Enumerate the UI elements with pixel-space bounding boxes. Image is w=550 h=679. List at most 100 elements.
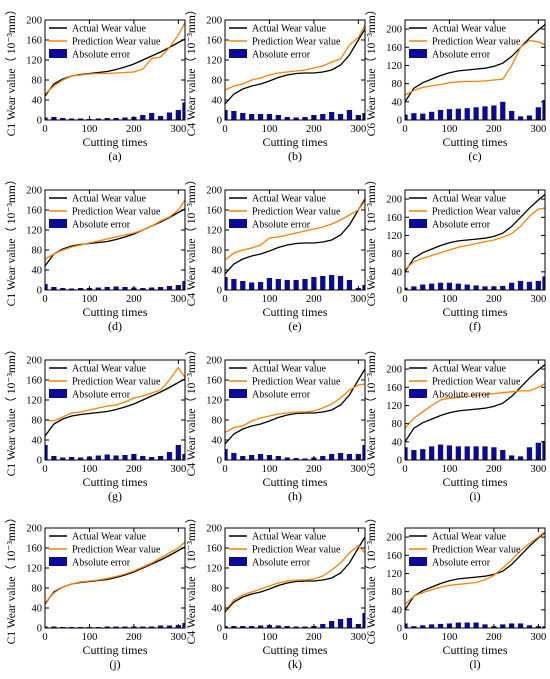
error-bar xyxy=(500,285,506,290)
error-bar xyxy=(362,613,365,628)
legend-error-swatch xyxy=(229,49,247,58)
error-bar xyxy=(45,284,48,290)
y-axis-label-unit: Wear value（ 10⁻³mm） xyxy=(365,512,378,629)
legend-prediction-label: Prediction Wear value xyxy=(432,545,521,556)
panel-label: (i) xyxy=(469,489,480,503)
legend-actual-label: Actual Wear value xyxy=(72,364,147,375)
panel-label: (l) xyxy=(469,657,480,671)
error-bar xyxy=(473,446,479,460)
y-tick-label: 120 xyxy=(386,231,402,242)
plot-area xyxy=(405,363,545,460)
x-tick-label: 200 xyxy=(486,294,502,305)
error-bar xyxy=(500,101,506,120)
error-bar xyxy=(329,112,335,120)
error-bar xyxy=(51,456,57,460)
x-axis-label: Cutting times xyxy=(82,475,147,489)
x-tick-label: 200 xyxy=(486,124,502,135)
legend-error-swatch xyxy=(49,389,67,398)
prediction-wear-line xyxy=(45,22,185,95)
y-tick-label: 200 xyxy=(386,533,402,544)
y-tick-label: 160 xyxy=(206,544,222,555)
x-axis-label: Cutting times xyxy=(262,643,327,657)
error-bar xyxy=(405,623,408,628)
error-bar xyxy=(257,454,264,460)
y-tick-label: 40 xyxy=(212,266,223,277)
error-bar xyxy=(517,456,524,460)
legend-error-swatch xyxy=(409,389,427,398)
error-bar xyxy=(95,287,101,290)
error-bar xyxy=(113,455,119,460)
error-bar xyxy=(455,283,461,290)
y-axis-label: C6 Wear value（ 10⁻³mm） xyxy=(365,512,378,645)
error-bar xyxy=(140,626,146,628)
y-tick-label: 80 xyxy=(212,584,223,595)
legend-error-label: Absolute error xyxy=(72,390,131,401)
x-tick-label: 200 xyxy=(306,124,322,135)
error-bar xyxy=(420,284,426,290)
x-tick-label: 300 xyxy=(350,294,366,305)
error-bar xyxy=(337,276,344,290)
error-bar xyxy=(429,624,435,628)
error-bar xyxy=(346,110,353,120)
error-bar xyxy=(69,457,75,460)
legend: Actual Wear value Prediction Wear value Ab… xyxy=(409,194,521,231)
x-axis-label: Cutting times xyxy=(262,305,327,319)
actual-wear-line xyxy=(225,368,365,445)
y-tick-label: 40 xyxy=(392,437,403,448)
error-bar xyxy=(337,453,344,460)
error-bar xyxy=(257,114,264,120)
plot-area xyxy=(45,22,185,120)
y-tick-label: 200 xyxy=(386,195,402,206)
error-bar xyxy=(420,449,426,460)
error-bar xyxy=(320,456,326,460)
x-tick-label: 0 xyxy=(402,464,407,475)
y-tick-label: 200 xyxy=(206,524,222,535)
y-axis-label-prefix: C4 xyxy=(186,463,198,477)
x-tick-label: 0 xyxy=(42,464,47,475)
x-axis-label: Cutting times xyxy=(442,305,507,319)
x-tick-label: 100 xyxy=(82,632,98,643)
y-tick-label: 0 xyxy=(397,286,402,297)
error-bar xyxy=(405,114,408,120)
error-bar xyxy=(157,456,164,460)
y-tick-label: 0 xyxy=(397,624,402,635)
legend-prediction-label: Prediction Wear value xyxy=(252,37,341,48)
error-bar xyxy=(77,457,84,460)
error-bar xyxy=(491,447,497,460)
y-tick-label: 0 xyxy=(217,116,222,127)
x-tick-label: 100 xyxy=(442,464,458,475)
error-bar xyxy=(45,117,48,120)
legend-error-label: Absolute error xyxy=(72,220,131,231)
legend-error-swatch xyxy=(229,219,247,228)
y-tick-label: 40 xyxy=(32,436,43,447)
legend-prediction-label: Prediction Wear value xyxy=(72,37,161,48)
prediction-wear-line xyxy=(45,199,185,260)
x-tick-label: 0 xyxy=(42,632,47,643)
error-bar xyxy=(225,449,228,460)
y-tick-label: 160 xyxy=(26,376,42,387)
error-bar xyxy=(249,282,255,290)
actual-wear-line xyxy=(405,363,545,443)
legend-actual-label: Actual Wear value xyxy=(432,532,507,543)
legend: Actual Wear value Prediction Wear value Ab… xyxy=(229,194,341,231)
y-tick-label: 0 xyxy=(217,456,222,467)
error-bar xyxy=(157,625,164,628)
x-tick-label: 200 xyxy=(306,632,322,643)
y-axis-label-prefix: C6 xyxy=(366,463,378,477)
error-bar xyxy=(420,625,426,628)
error-bar xyxy=(113,118,119,120)
error-bar xyxy=(337,114,344,120)
x-tick-label: 100 xyxy=(262,632,278,643)
actual-wear-line xyxy=(225,198,365,275)
y-tick-label: 200 xyxy=(26,524,42,535)
error-bar xyxy=(482,106,488,120)
legend-actual-label: Actual Wear value xyxy=(252,194,327,205)
y-axis-label-prefix: C4 xyxy=(186,631,198,645)
error-bar xyxy=(411,113,417,120)
error-bar xyxy=(455,446,461,460)
